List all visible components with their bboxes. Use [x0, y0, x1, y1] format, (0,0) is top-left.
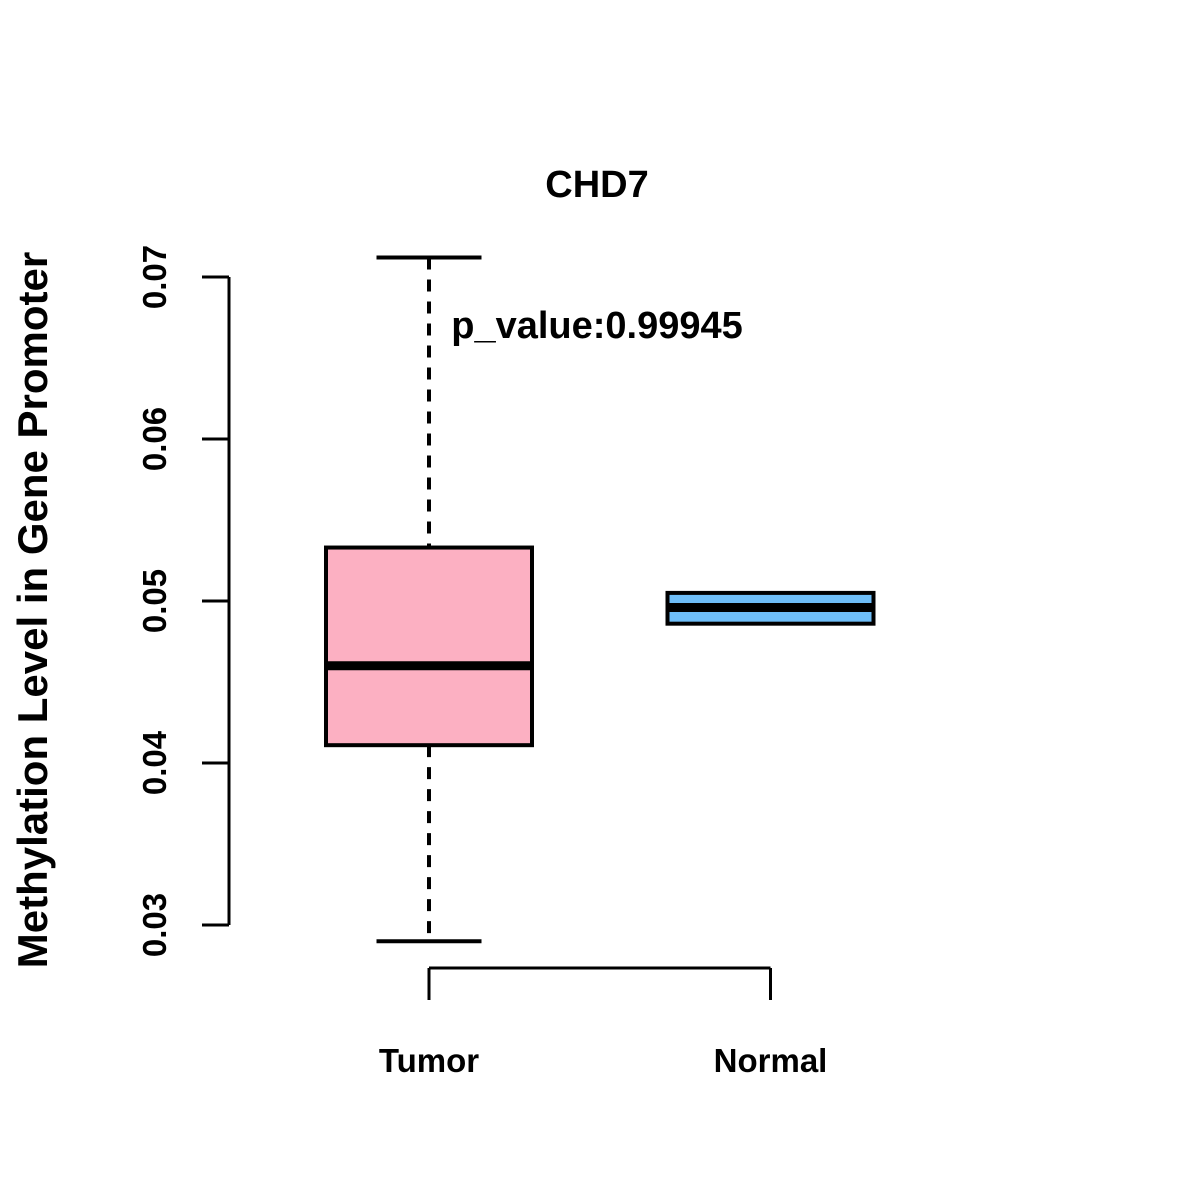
y-axis-tick-label: 0.07 — [136, 245, 173, 309]
x-axis-label-normal: Normal — [714, 1042, 828, 1079]
chart-title-block: CHD7 p_value:0.99945 — [0, 68, 1194, 444]
tumor-box — [324, 545, 534, 748]
x-axis-label-tumor: Tumor — [379, 1042, 479, 1079]
chart-subtitle: p_value:0.99945 — [451, 305, 743, 347]
y-axis-tick-label: 0.05 — [136, 569, 173, 633]
y-axis-tick-label: 0.03 — [136, 893, 173, 957]
y-axis-tick-label: 0.04 — [136, 730, 173, 795]
y-axis-tick-label: 0.06 — [136, 407, 173, 471]
chart-title: CHD7 — [545, 164, 649, 206]
